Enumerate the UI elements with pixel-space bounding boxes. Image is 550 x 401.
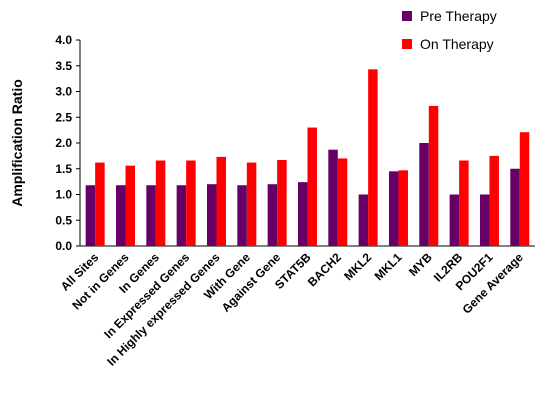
bar-pre-therapy-in-highly-expressed-genes	[206, 184, 217, 246]
x-tick-label: MKL2	[341, 250, 374, 283]
y-tick-label: 0.5	[55, 213, 72, 227]
bar-on-therapy-stat5b	[307, 127, 317, 246]
bar-pre-therapy-gene-average	[510, 168, 520, 246]
bar-on-therapy-pou2f1	[489, 155, 499, 246]
bar-on-therapy-with-gene	[246, 162, 257, 246]
bar-on-therapy-all-sites	[95, 162, 105, 246]
bar-on-therapy-in-highly-expressed-genes	[216, 156, 226, 246]
bar-pre-therapy-mkl1	[388, 171, 399, 246]
x-tick-label: MKL1	[372, 250, 405, 283]
bar-pre-therapy-against-gene	[267, 184, 278, 246]
legend-swatch-on-therapy	[402, 39, 412, 49]
y-tick-label: 0.0	[55, 239, 72, 253]
legend-swatch-pre-therapy	[402, 11, 412, 21]
bar-on-therapy-myb	[428, 105, 439, 246]
y-axis-ticks: 0.0 0.5 1.0 1.5 2.0 2.5 3.0 3.5 4.0	[55, 33, 80, 253]
bar-pre-therapy-pou2f1	[479, 194, 490, 246]
y-tick-label: 1.5	[55, 162, 72, 176]
bar-pre-therapy-il2rb	[449, 194, 460, 246]
legend-label-on-therapy: On Therapy	[420, 36, 494, 52]
bar-pre-therapy-all-sites	[85, 185, 96, 246]
y-tick-label: 2.5	[55, 110, 72, 124]
bar-on-therapy-mkl2	[368, 69, 378, 246]
bar-pre-therapy-myb	[419, 143, 429, 246]
bar-pre-therapy-mkl2	[358, 194, 369, 246]
bar-on-therapy-not-in-genes	[125, 165, 135, 246]
bar-pre-therapy-not-in-genes	[115, 185, 126, 246]
legend: Pre Therapy On Therapy	[402, 8, 497, 52]
bar-pre-therapy-stat5b	[297, 182, 308, 246]
bar-on-therapy-in-genes	[155, 160, 166, 246]
bar-pre-therapy-in-expressed-genes	[176, 185, 187, 246]
bars	[85, 69, 530, 246]
y-tick-label: 3.5	[55, 59, 72, 73]
bar-pre-therapy-bach2	[328, 149, 338, 246]
bar-on-therapy-mkl1	[398, 170, 408, 246]
y-tick-label: 3.0	[55, 85, 72, 99]
bar-on-therapy-in-expressed-genes	[186, 160, 196, 246]
y-tick-label: 1.0	[55, 188, 72, 202]
legend-label-pre-therapy: Pre Therapy	[420, 8, 497, 24]
bar-on-therapy-gene-average	[519, 132, 530, 246]
bar-pre-therapy-in-genes	[146, 185, 156, 246]
bar-on-therapy-il2rb	[459, 160, 469, 246]
bar-pre-therapy-with-gene	[237, 185, 247, 246]
y-tick-label: 4.0	[55, 33, 72, 47]
x-tick-label: BACH2	[305, 250, 344, 289]
bar-on-therapy-bach2	[337, 158, 348, 246]
y-tick-label: 2.0	[55, 136, 72, 150]
bar-on-therapy-against-gene	[277, 159, 287, 246]
y-axis-label: Amplification Ratio	[9, 79, 25, 207]
